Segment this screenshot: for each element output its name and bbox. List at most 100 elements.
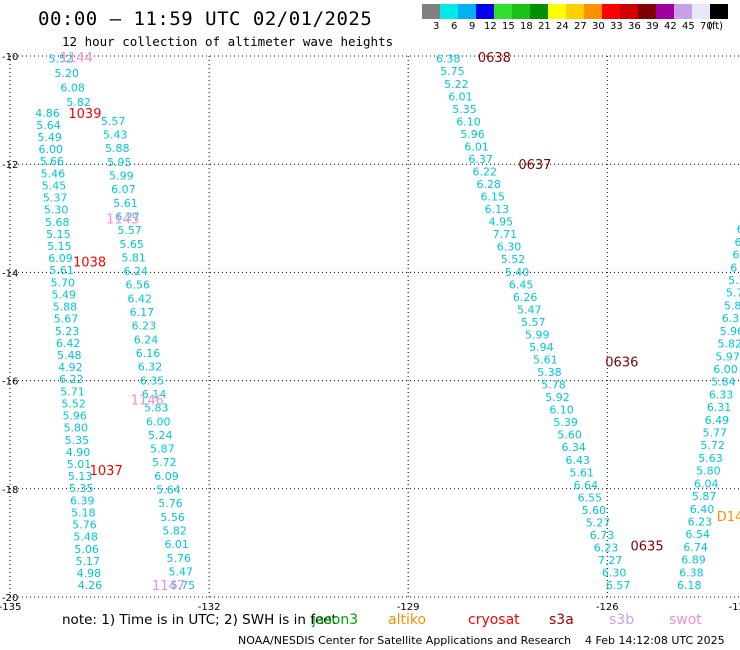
wave-height-value: 5.52 <box>48 53 72 66</box>
wave-height-value: 6.27 <box>115 210 140 223</box>
wave-height-value: 6.26 <box>513 291 538 304</box>
scale-swatch <box>512 4 530 19</box>
wave-height-value: 5.64 <box>156 484 181 497</box>
wave-height-value: 5.13 <box>68 470 93 483</box>
wave-height-value: 6.16 <box>136 347 161 360</box>
wave-height-value: 5.84 <box>711 376 736 389</box>
wave-height-value: 5.61 <box>570 466 595 479</box>
wave-height-value: 5.15 <box>46 228 71 241</box>
wave-height-value: 6.42 <box>56 337 80 350</box>
scale-label: 21 <box>538 21 551 32</box>
wave-height-value: 6.39 <box>722 312 740 325</box>
wave-height-value: 6.39 <box>70 494 95 507</box>
wave-height-value: 6.10 <box>549 404 574 417</box>
pass-time-label: 0635 <box>631 540 664 555</box>
wave-height-value: 5.61 <box>49 264 74 277</box>
wave-height-value: 6.23 <box>688 516 713 529</box>
wave-height-value: 6.07 <box>111 183 135 196</box>
wave-height-value: 5.23 <box>55 325 80 338</box>
wave-height-value: 5.47 <box>517 303 542 316</box>
wave-height-value: 6.01 <box>448 90 473 103</box>
wave-height-value: 5.57 <box>521 316 546 329</box>
scale-unit: (ft) <box>708 21 724 32</box>
wave-height-value: 5.18 <box>71 506 96 519</box>
wave-height-value: 5.83 <box>144 402 169 415</box>
wave-height-value: 6.13 <box>485 203 510 216</box>
wave-height-value: 6.22 <box>59 373 84 386</box>
mission-swot: swot <box>669 612 702 628</box>
wave-height-value: 5.40 <box>505 266 530 279</box>
wave-height-value: 5.49 <box>37 131 62 144</box>
wave-height-value: 5.82 <box>162 524 187 537</box>
scale-swatch <box>710 4 728 19</box>
wave-height-value: 5.47 <box>169 565 194 578</box>
scale-swatch <box>584 4 602 19</box>
y-tick-label: -20 <box>2 593 18 604</box>
wave-height-value: 5.15 <box>47 240 72 253</box>
x-tick-label: -135 <box>0 602 21 613</box>
wave-height-value: 5.24 <box>148 429 173 442</box>
scale-label: 33 <box>610 21 623 32</box>
wave-height-value: 5.35 <box>452 103 477 116</box>
wave-height-value: 5.27 <box>586 516 611 529</box>
scale-swatch <box>530 4 548 19</box>
wave-height-value: 5.01 <box>67 458 92 471</box>
wave-height-value: 6.35 <box>140 374 165 387</box>
wave-height-value: 5.56 <box>160 511 185 524</box>
wave-height-value: 6 <box>735 236 740 249</box>
wave-height-value: 6.30 <box>602 567 627 580</box>
wave-height-value: 5.96 <box>460 128 485 141</box>
wave-height-value: 5.46 <box>41 167 66 180</box>
wave-height-value: 5.65 <box>119 238 144 251</box>
wave-height-value: 4.92 <box>58 361 83 374</box>
wave-height-value: 5.64 <box>36 119 61 132</box>
wave-height-value: 7.71 <box>493 228 517 241</box>
pass-time-label: 1039 <box>68 107 101 122</box>
y-tick-label: -14 <box>2 268 18 279</box>
wave-height-value: 6.64 <box>574 479 599 492</box>
wave-height-value: 6.04 <box>694 477 719 490</box>
wave-height-value: 5.80 <box>64 422 89 435</box>
y-tick-label: -12 <box>2 160 18 171</box>
wave-height-value: 6.28 <box>477 178 502 191</box>
wave-height-value: 6.54 <box>685 528 710 541</box>
footnote: note: 1) Time is in UTC; 2) SWH is in fe… <box>62 612 337 628</box>
wave-height-value: 6.00 <box>146 415 171 428</box>
wave-height-value: 4.98 <box>77 567 102 580</box>
wave-height-value: 6.01 <box>464 140 489 153</box>
wave-height-value: 5.71 <box>60 385 85 398</box>
y-tick-label: -18 <box>2 485 18 496</box>
scale-swatch <box>656 4 674 19</box>
wave-height-value: 6.32 <box>138 361 163 374</box>
wave-height-value: 6.56 <box>126 279 151 292</box>
pass-time-label: 1145 <box>106 212 139 227</box>
wave-height-value: 6.38 <box>679 566 704 579</box>
scale-label: 36 <box>628 21 641 32</box>
wave-height-value: 5.61 <box>113 197 137 210</box>
wave-height-value: 5.52 <box>501 253 526 266</box>
wave-height-value: 5.95 <box>107 156 132 169</box>
scale-label: 30 <box>592 21 605 32</box>
wave-height-value: 5.48 <box>57 349 82 362</box>
scale-label: 70 <box>700 21 713 32</box>
wave-height-value: 5.80 <box>696 465 721 478</box>
credit-line: NOAA/NESDIS Center for Satellite Applica… <box>238 634 572 647</box>
mission-jason3: jason3 <box>312 612 359 628</box>
wave-height-value: 6.18 <box>677 579 702 592</box>
wave-height-value: 5.96 <box>62 410 87 423</box>
wave-height-value: 5.97 <box>715 350 740 363</box>
mission-s3b: s3b <box>609 612 635 628</box>
wave-height-value: 5.76 <box>158 497 183 510</box>
wave-height-value: 5.60 <box>582 504 607 517</box>
wave-height-value: 6 <box>732 249 739 262</box>
wave-height-value: 5.63 <box>698 452 723 465</box>
wave-height-value: 6.37 <box>468 153 493 166</box>
pass-time-label: 1147 <box>152 579 185 594</box>
wave-height-value: 5.92 <box>545 391 570 404</box>
wave-height-value: 6.34 <box>561 441 586 454</box>
wave-height-value: 5.3 <box>728 274 740 287</box>
wave-height-value: 5.61 <box>533 354 558 367</box>
wave-height-value: 5.75 <box>171 579 196 592</box>
wave-height-value: 5.06 <box>74 543 99 556</box>
scale-swatch <box>458 4 476 19</box>
